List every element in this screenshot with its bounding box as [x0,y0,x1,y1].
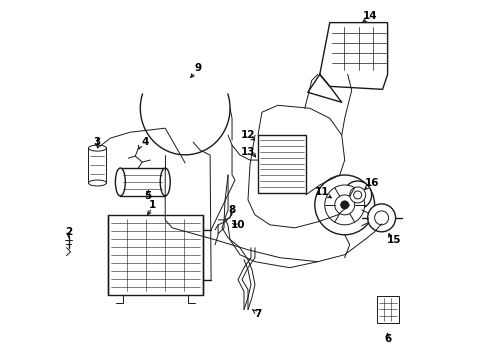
Circle shape [354,191,362,199]
Circle shape [343,181,371,209]
Bar [108,215,203,294]
Text: 2: 2 [65,227,72,237]
Circle shape [325,185,365,225]
Ellipse shape [89,180,106,186]
Circle shape [368,204,395,232]
Text: 15: 15 [386,235,401,245]
Circle shape [315,175,375,235]
Polygon shape [320,23,388,89]
Bar [89,148,106,183]
Text: 10: 10 [231,220,245,230]
Polygon shape [308,75,342,102]
Text: 8: 8 [228,205,236,215]
Text: 1: 1 [148,200,156,210]
Text: 3: 3 [94,137,101,147]
Ellipse shape [115,168,125,196]
Text: 7: 7 [254,310,262,319]
Text: 5: 5 [145,191,152,201]
Ellipse shape [160,168,170,196]
Text: 11: 11 [315,187,329,197]
Text: 16: 16 [365,178,379,188]
Bar [377,296,398,323]
Circle shape [335,195,355,215]
Circle shape [341,201,349,209]
Bar [258,135,306,193]
Text: 13: 13 [241,147,255,157]
Circle shape [350,187,366,203]
Text: 6: 6 [384,334,391,345]
Ellipse shape [89,145,106,151]
Text: 4: 4 [142,137,149,147]
Circle shape [375,211,389,225]
Text: 12: 12 [241,130,255,140]
Bar [121,168,165,196]
Text: 9: 9 [195,63,202,73]
Text: 14: 14 [362,11,377,21]
